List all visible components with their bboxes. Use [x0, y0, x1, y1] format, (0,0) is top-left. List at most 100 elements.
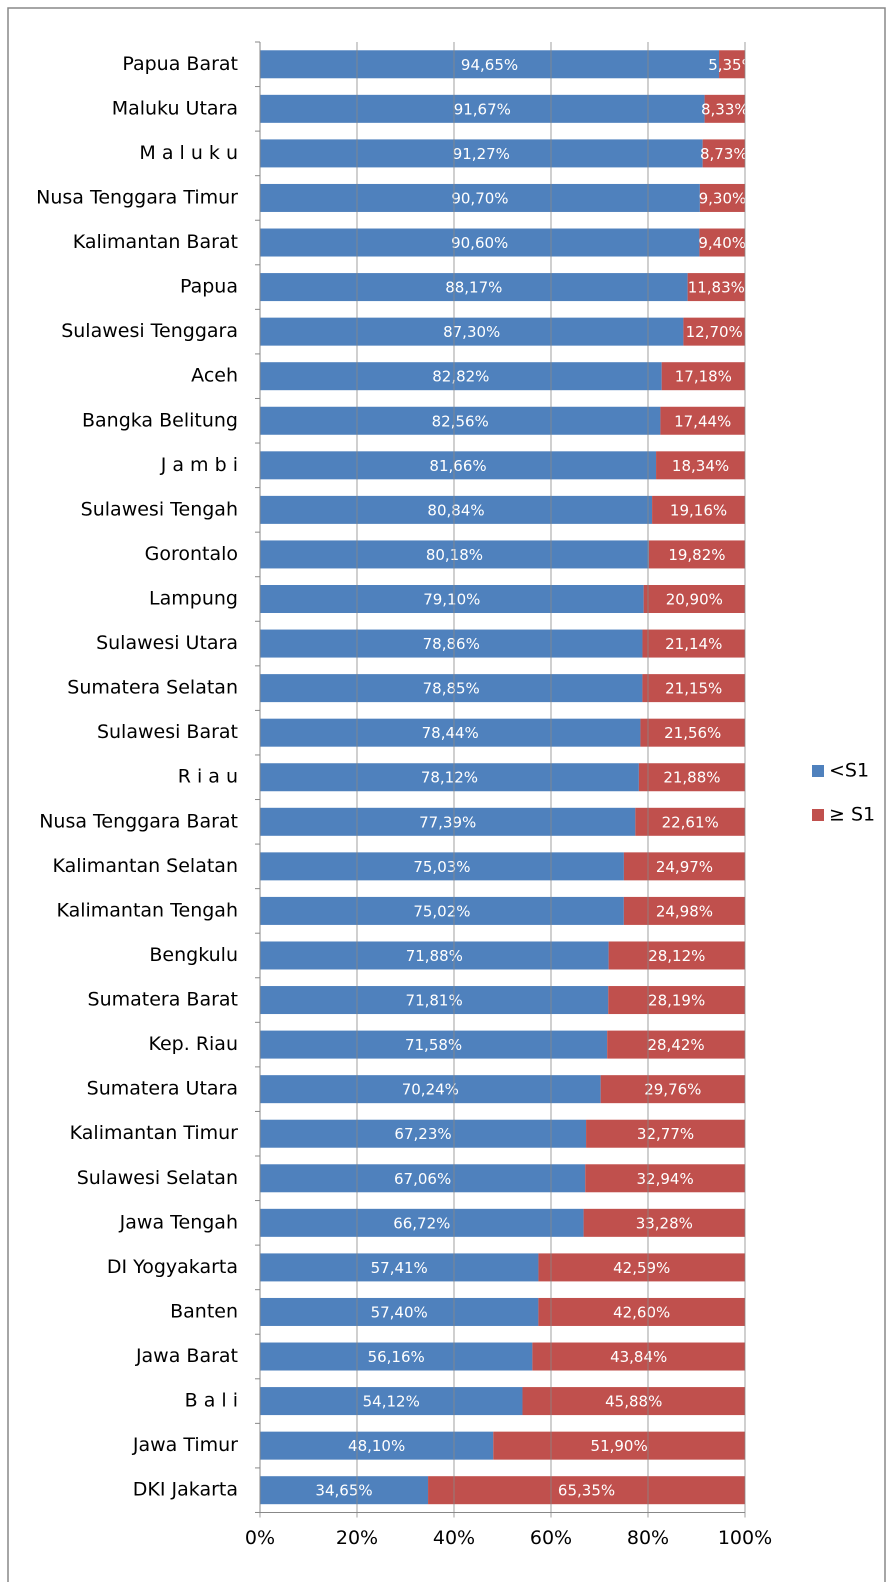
bar-segment: [648, 540, 745, 569]
x-tick-label: 60%: [530, 1527, 572, 1549]
value-label: 22,61%: [662, 813, 719, 831]
bar-segment: [260, 1476, 429, 1505]
value-label: 70,24%: [402, 1081, 459, 1099]
bar-segment: [260, 986, 609, 1015]
value-label: 82,82%: [432, 368, 489, 386]
category-label: Sulawesi Barat: [97, 721, 238, 743]
value-label: 88,17%: [445, 279, 502, 297]
value-label: 8,33%: [701, 100, 749, 118]
bar-segment: [642, 674, 745, 703]
bar-segment: [260, 183, 700, 212]
value-label: 57,41%: [371, 1259, 428, 1277]
category-label: J a m b i: [160, 454, 238, 476]
value-label: 79,10%: [423, 591, 480, 609]
category-label: R i a u: [178, 766, 238, 788]
value-label: 67,23%: [394, 1125, 451, 1143]
category-label: Bangka Belitung: [82, 409, 238, 431]
category-label: Sumatera Barat: [88, 989, 238, 1011]
x-tick-label: 40%: [433, 1527, 475, 1549]
category-label: Bengkulu: [149, 944, 238, 966]
legend-label: <S1: [829, 760, 869, 782]
bar-segment: [661, 362, 745, 391]
legend-swatch: [812, 765, 824, 777]
value-label: 18,34%: [672, 457, 729, 475]
category-label: Kalimantan Tengah: [56, 899, 238, 921]
bar-segment: [640, 718, 745, 747]
value-label: 8,73%: [700, 145, 748, 163]
bar-segment: [623, 896, 745, 925]
bar-segment: [683, 317, 745, 346]
legend-label: ≥ S1: [829, 804, 875, 826]
bar-segment: [260, 941, 609, 970]
bar-segment: [260, 94, 705, 123]
value-label: 19,82%: [668, 546, 725, 564]
bar-segment: [260, 495, 653, 524]
value-label: 78,86%: [423, 635, 480, 653]
value-label: 87,30%: [443, 323, 500, 341]
category-label: Sulawesi Tenggara: [61, 320, 238, 342]
category-label: Banten: [170, 1300, 238, 1322]
value-label: 75,02%: [413, 902, 470, 920]
value-label: 78,85%: [423, 680, 480, 698]
bar-segment: [260, 1253, 539, 1282]
category-label: Sumatera Utara: [87, 1078, 238, 1100]
value-label: 28,19%: [648, 992, 705, 1010]
value-label: 21,14%: [665, 635, 722, 653]
value-label: 9,30%: [699, 189, 747, 207]
value-label: 28,42%: [647, 1036, 704, 1054]
bar-segment: [260, 50, 720, 79]
value-label: 78,44%: [422, 724, 479, 742]
value-label: 17,18%: [675, 368, 732, 386]
bar-segment: [522, 1387, 745, 1416]
x-tick-label: 100%: [718, 1527, 772, 1549]
bar-segment: [699, 183, 745, 212]
category-label: Jawa Tengah: [119, 1211, 238, 1233]
value-label: 45,88%: [605, 1393, 662, 1411]
value-label: 11,83%: [688, 279, 745, 297]
bar-segment: [260, 1342, 533, 1371]
bar-segment: [260, 1075, 601, 1104]
value-label: 80,84%: [427, 501, 484, 519]
bar-segment: [623, 852, 745, 881]
bar-segment: [260, 852, 624, 881]
category-label: M a l u k u: [139, 142, 238, 164]
bar-segment: [660, 406, 745, 435]
category-label: Jawa Timur: [132, 1434, 238, 1456]
bar-segment: [642, 629, 745, 658]
bar-segment: [607, 1030, 745, 1059]
bar-segment: [260, 273, 688, 302]
value-label: 77,39%: [419, 813, 476, 831]
bar-segment: [643, 585, 745, 613]
value-label: 75,03%: [413, 858, 470, 876]
value-label: 82,56%: [432, 412, 489, 430]
bar-segment: [260, 629, 643, 658]
bar-segment: [652, 495, 745, 524]
category-label: Sumatera Selatan: [67, 677, 238, 699]
bar-segment: [260, 139, 703, 168]
bar-segment: [702, 139, 745, 168]
bar-segment: [704, 94, 745, 123]
category-label: Jawa Barat: [135, 1345, 238, 1367]
bar-segment: [260, 807, 636, 836]
value-label: 42,59%: [613, 1259, 670, 1277]
category-label: Sulawesi Selatan: [77, 1167, 238, 1189]
bar-segment: [260, 1030, 608, 1059]
category-label: Kep. Riau: [148, 1033, 238, 1055]
value-label: 34,65%: [315, 1482, 372, 1500]
bar-segment: [260, 1297, 539, 1326]
value-label: 71,58%: [405, 1036, 462, 1054]
category-label: Nusa Tenggara Barat: [39, 810, 238, 832]
bar-segment: [493, 1431, 745, 1460]
value-label: 54,12%: [363, 1393, 420, 1411]
bar-segment: [532, 1342, 745, 1371]
bar-segment: [608, 941, 745, 970]
bar-segment: [585, 1164, 745, 1193]
value-label: 9,40%: [698, 234, 746, 252]
value-label: 56,16%: [368, 1348, 425, 1366]
bar-segment: [260, 896, 624, 925]
bar-segment: [583, 1208, 745, 1237]
category-label: Lampung: [149, 588, 238, 610]
bar-segment: [699, 228, 745, 257]
bar-segment: [538, 1297, 745, 1326]
